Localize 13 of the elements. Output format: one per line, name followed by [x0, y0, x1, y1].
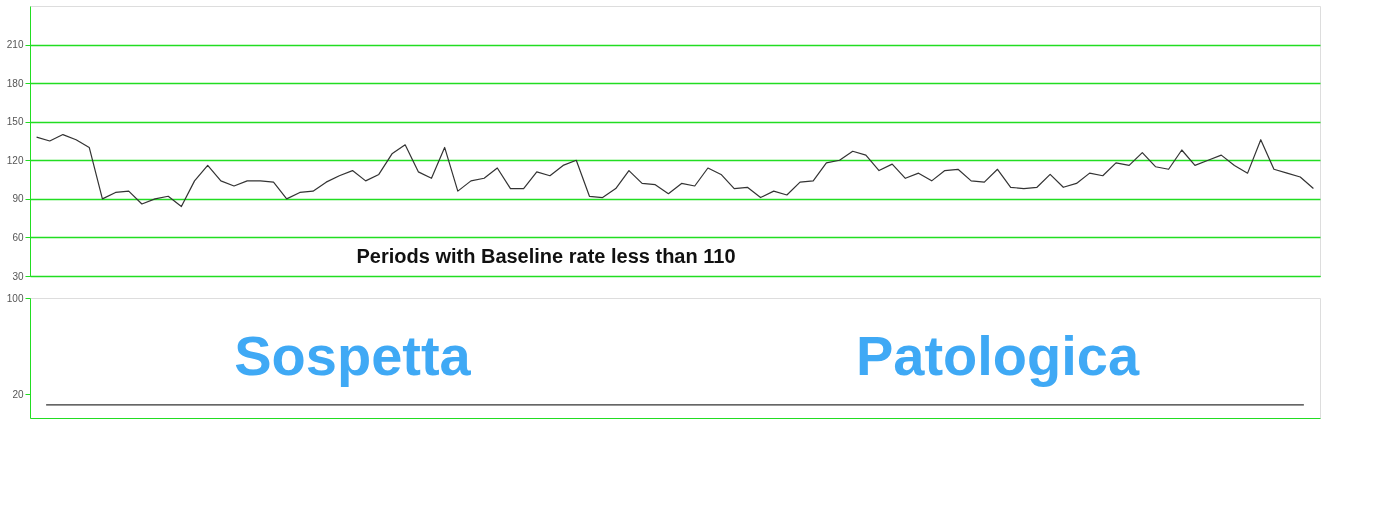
y-tick-label: 150 — [6, 116, 24, 128]
y-tick-label: 90 — [12, 193, 24, 205]
annotation: Periods with Baseline rate less than 110 — [356, 245, 736, 268]
y-tick-label: 30 — [12, 270, 24, 282]
y-tick-label: 120 — [6, 154, 24, 166]
y-tick-label: 20 — [12, 388, 24, 400]
annotation: Patologica — [855, 324, 1140, 387]
y-tick-label: 60 — [12, 231, 24, 243]
line-series — [35, 133, 1315, 208]
y-tick-label: 180 — [6, 77, 24, 89]
y-tick-label: 100 — [6, 292, 24, 304]
y-tick-label: 210 — [6, 39, 24, 51]
annotation: Sospetta — [234, 324, 472, 387]
